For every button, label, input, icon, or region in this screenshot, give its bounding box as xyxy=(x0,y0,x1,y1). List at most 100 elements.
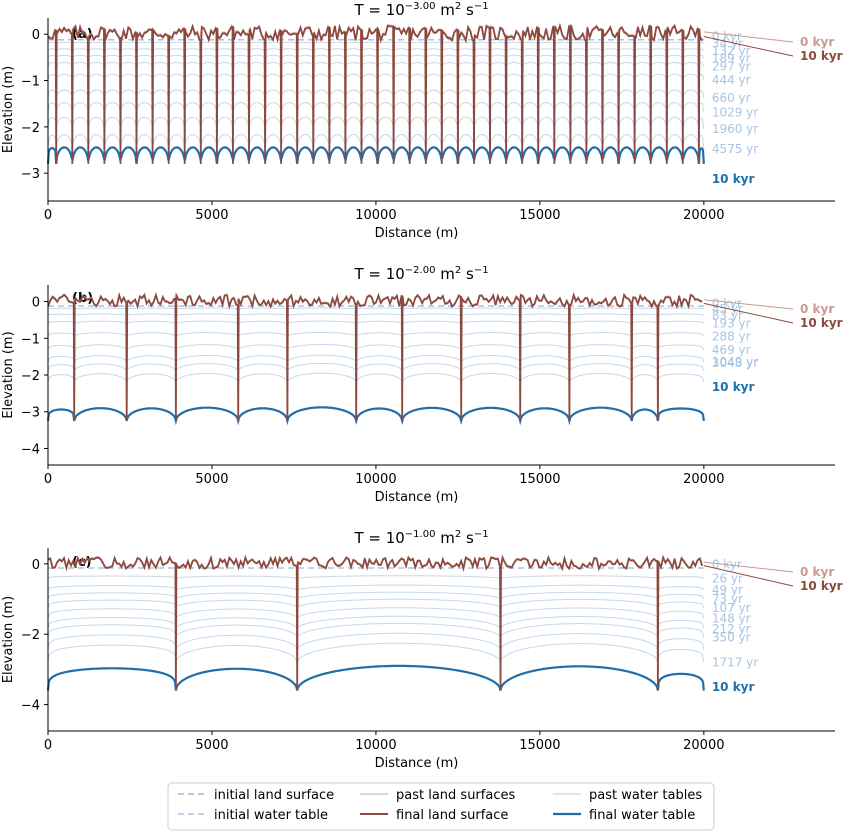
water-table-time-label: 132 yr xyxy=(712,44,751,58)
water-table-time-label: 26 yr xyxy=(712,572,743,586)
chart-title-part: T = 10 xyxy=(353,529,404,547)
final-land-surface xyxy=(47,22,703,164)
y-tick-label: −3 xyxy=(21,406,40,421)
water-table-time-label: 1960 yr xyxy=(712,122,758,136)
water-table-time-label: 3048 yr xyxy=(712,356,758,370)
legend-label: initial water table xyxy=(214,808,328,823)
water-table-time-label: 297 yr xyxy=(712,60,751,74)
past-water-table xyxy=(47,89,705,100)
past-water-table xyxy=(47,116,705,130)
past-water-table xyxy=(47,362,705,373)
past-water-table xyxy=(47,615,705,631)
chart-title-part: 2 xyxy=(455,1,461,12)
y-tick-label: −4 xyxy=(21,699,40,714)
y-tick-label: 0 xyxy=(32,296,40,311)
initial-land-label: 0 kyr xyxy=(800,302,834,316)
land-label-leader xyxy=(703,561,794,573)
past-water-table xyxy=(47,632,705,652)
chart-title-part: m xyxy=(435,265,454,283)
y-tick-label: −1 xyxy=(21,332,40,347)
past-water-table xyxy=(47,344,705,352)
legend-label: final water table xyxy=(589,808,695,823)
land-label-leader xyxy=(703,302,794,324)
chart-title-part: −2.00 xyxy=(405,265,436,276)
chart-panel-a: T = 10−3.00 m2 s−1(a)0 5000 10000 15000 2000… xyxy=(1,1,843,241)
y-axis-label: Elevation (m) xyxy=(1,66,16,153)
y-tick-label: −2 xyxy=(21,121,40,136)
chart-title-part: s xyxy=(461,529,474,547)
chart-title-part: m xyxy=(435,1,454,19)
water-table-time-label: 49 yr xyxy=(712,583,743,597)
water-table-time-label: 83 yr xyxy=(712,308,743,322)
y-tick-label: −3 xyxy=(21,167,40,182)
past-water-table xyxy=(47,622,705,640)
past-water-table xyxy=(47,332,705,338)
panel-label: (b) xyxy=(72,291,93,306)
y-tick-label: −1 xyxy=(21,75,40,90)
legend-label: final land surface xyxy=(396,808,508,823)
x-tick-label: 5000 xyxy=(195,472,228,487)
past-water-table xyxy=(47,372,705,384)
water-table-time-label: 1049 yr xyxy=(712,355,758,369)
legend-box xyxy=(167,782,715,831)
land-label-leader xyxy=(703,36,794,57)
legend-label: initial land surface xyxy=(214,788,334,803)
chart-panel-b: T = 10−2.00 m2 s−1 (b) 0 5000 10000 15000 2000… xyxy=(1,265,843,505)
chart-title-part: s xyxy=(461,265,474,283)
chart-panel-c: T = 10−1.00 m2 s−1(c)0 5000 10000 15000 2000… xyxy=(1,529,843,771)
water-table-time-label: 189 yr xyxy=(712,51,751,65)
chart-title-part: −1 xyxy=(474,529,489,540)
x-tick-label: 15000 xyxy=(519,208,560,223)
past-water-table xyxy=(47,354,705,364)
x-axis-label: Distance (m) xyxy=(375,226,459,241)
initial-land-label: 0 kyr xyxy=(800,565,834,579)
x-tick-label: 15000 xyxy=(519,472,560,487)
x-tick-label: 10000 xyxy=(355,208,396,223)
past-water-table xyxy=(47,73,705,82)
chart-title-part: 2 xyxy=(455,529,461,540)
x-axis-label: Distance (m) xyxy=(375,490,459,505)
x-tick-label: 10000 xyxy=(355,472,396,487)
chart-title-part: −1 xyxy=(474,265,489,276)
chart-title-part: −1 xyxy=(474,1,489,12)
chart-title-part: s xyxy=(461,1,474,19)
water-table-time-label: 288 yr xyxy=(712,329,751,343)
final-land-label: 10 kyr xyxy=(800,579,843,593)
legend: initial land surface past land surfaces pa… xyxy=(167,782,715,831)
past-water-table xyxy=(47,133,705,150)
past-water-table xyxy=(47,313,705,317)
chart-title: T = 10−3.00 m2 s−1 xyxy=(353,1,488,19)
x-tick-label: 15000 xyxy=(519,738,560,753)
chart-title-part: T = 10 xyxy=(353,1,404,19)
x-tick-label: 20000 xyxy=(683,472,724,487)
final-water-table-label: 10 kyr xyxy=(712,380,755,394)
initial-land-label: 0 kyr xyxy=(800,35,834,49)
water-table-time-label: 73 yr xyxy=(712,592,743,606)
past-water-table xyxy=(47,607,705,620)
y-tick-label: −2 xyxy=(21,369,40,384)
water-table-time-label: 1029 yr xyxy=(712,106,758,120)
final-land-surface xyxy=(47,291,703,421)
y-tick-label: 0 xyxy=(32,558,40,573)
chart-title-part: 2 xyxy=(455,265,461,276)
past-water-table xyxy=(47,54,705,60)
legend-label: past land surfaces xyxy=(396,788,515,803)
past-water-table xyxy=(47,584,705,591)
water-table-time-label: 193 yr xyxy=(712,317,751,331)
water-table-time-label: 660 yr xyxy=(712,91,751,105)
y-tick-label: −4 xyxy=(21,442,40,457)
final-land-surface xyxy=(47,554,704,691)
chart-title: T = 10−2.00 m2 s−1 xyxy=(353,265,488,283)
past-water-table xyxy=(47,48,705,52)
y-tick-label: −2 xyxy=(21,628,40,643)
water-table-time-label: 212 yr xyxy=(712,622,751,636)
past-water-table xyxy=(47,591,705,600)
final-land-label: 10 kyr xyxy=(800,49,843,63)
final-water-table xyxy=(46,406,705,426)
x-tick-label: 20000 xyxy=(683,738,724,753)
past-water-table xyxy=(47,320,705,325)
chart-title-part: −3.00 xyxy=(405,1,436,12)
water-table-time-label: 107 yr xyxy=(712,601,751,615)
y-axis-label: Elevation (m) xyxy=(1,596,16,683)
